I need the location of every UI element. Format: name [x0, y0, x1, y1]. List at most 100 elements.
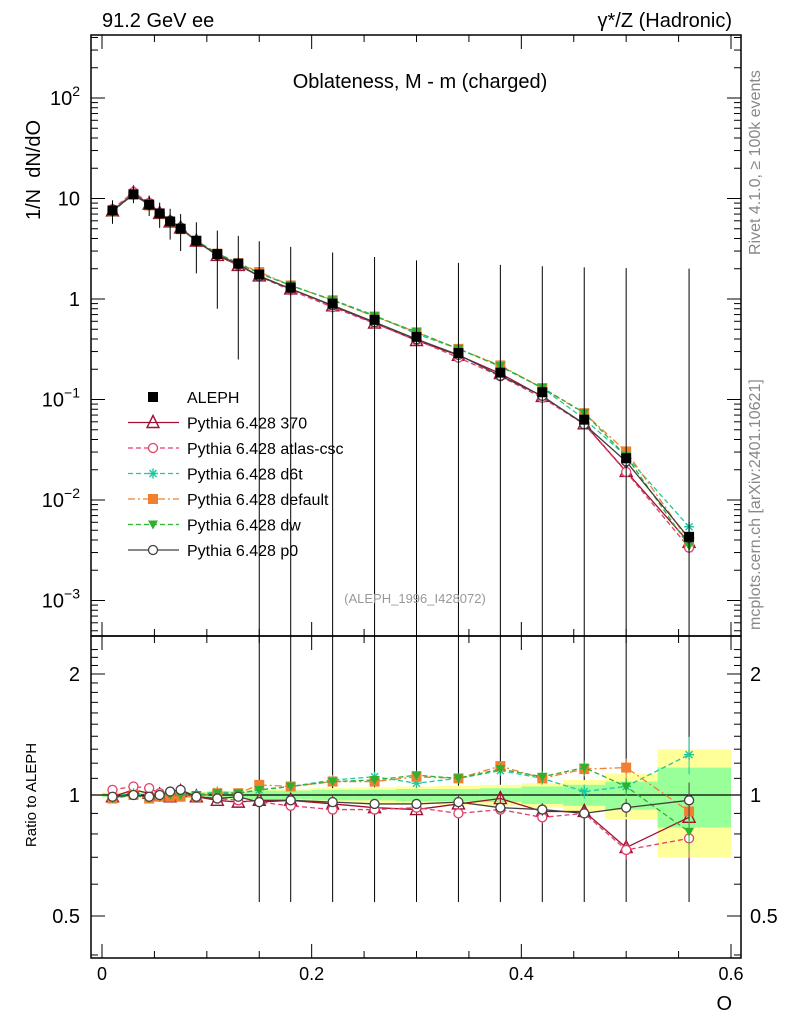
legend-marker — [145, 413, 161, 429]
data-point — [128, 189, 139, 200]
data-point — [175, 223, 186, 234]
ratio-point — [537, 804, 548, 815]
ratio-plot: 0 0.2 0.4 0.6 0.5 0.5 1 1 2 2 Ratio to ALEPH O — [23, 635, 778, 1015]
data-point — [411, 331, 422, 342]
ratio-tick-label: 1 — [69, 785, 80, 807]
y-tick-label: 10−3 — [42, 586, 80, 613]
y-tick-label: 102 — [50, 83, 80, 110]
data-point — [579, 414, 590, 425]
x-tick-label: 0.6 — [718, 964, 743, 984]
legend-marker — [148, 392, 158, 402]
data-point — [495, 367, 506, 378]
ratio-point — [495, 765, 506, 775]
ratio-point — [579, 808, 590, 819]
legend-label: Pythia 6.428 atlas-csc — [187, 441, 344, 458]
legend-entry: Pythia 6.428 370 — [128, 413, 307, 433]
ratio-point — [212, 793, 223, 804]
legend-entry: Pythia 6.428 p0 — [128, 543, 298, 560]
legend-label: Pythia 6.428 370 — [187, 416, 307, 433]
legend-marker — [148, 494, 158, 504]
ratio-point — [537, 772, 548, 782]
ratio-point — [621, 762, 632, 773]
data-point — [285, 282, 296, 293]
ratio-point — [175, 784, 186, 795]
legend-label: Pythia 6.428 p0 — [187, 543, 298, 560]
legend-label: ALEPH — [187, 390, 239, 407]
ratio-point — [254, 785, 265, 795]
data-point — [621, 453, 632, 464]
ratio-point — [144, 783, 155, 794]
ratio-axis-label: Ratio to ALEPH — [23, 743, 40, 847]
legend-entry: Pythia 6.428 d6t — [128, 467, 303, 484]
ratio-point — [621, 782, 632, 792]
ratio-point — [191, 791, 202, 802]
ratio-point — [453, 796, 464, 808]
data-point — [154, 208, 165, 219]
data-point — [684, 531, 695, 542]
ratio-tick-label-right: 2 — [750, 664, 761, 686]
x-tick-label: 0.4 — [509, 964, 534, 984]
y-tick-label: 10−1 — [42, 385, 80, 412]
y-axis-label: 1/N dN/dO — [23, 120, 45, 220]
data-point — [453, 348, 464, 359]
data-point — [369, 314, 380, 325]
ratio-point — [495, 802, 506, 813]
ratio-point — [369, 798, 380, 810]
data-point — [212, 249, 223, 260]
ratio-point — [411, 798, 422, 810]
data-point — [254, 269, 265, 280]
ratio-tick-label-right: 0.5 — [750, 906, 778, 928]
main-plot: 10−3 10−2 10−1 1 10 102 Oblateness, M - m (ch… — [23, 34, 742, 902]
ratio-point — [579, 763, 590, 773]
analysis-tag: (ALEPH_1996_I428072) — [344, 591, 486, 606]
side-label-bottom: mcplots.cern.ch [arXiv:2401.10621] — [747, 379, 764, 630]
ratio-point — [684, 827, 695, 837]
ratio-point — [164, 786, 176, 797]
x-tick-label: 0 — [97, 964, 107, 984]
y-tick-label: 10 — [58, 189, 80, 211]
legend-label: Pythia 6.428 default — [187, 492, 329, 509]
x-axis-label: O — [716, 993, 732, 1015]
legend-label: Pythia 6.428 dw — [187, 518, 301, 535]
legend-entry: Pythia 6.428 default — [128, 492, 329, 509]
header-right: γ*/Z (Hadronic) — [598, 10, 732, 32]
ratio-point — [621, 802, 632, 813]
series-line — [112, 193, 690, 547]
ratio-tick-label-right: 1 — [750, 785, 761, 807]
header-left: 91.2 GeV ee — [102, 10, 214, 32]
data-point — [191, 235, 202, 246]
ratio-point — [327, 796, 338, 808]
data-point — [537, 387, 548, 398]
ratio-point — [254, 779, 265, 790]
ratio-point — [369, 775, 380, 785]
ratio-point — [107, 791, 118, 802]
legend-marker — [147, 544, 159, 556]
data-point — [327, 298, 338, 309]
ratio-point — [684, 749, 695, 760]
ratio-point — [453, 774, 464, 784]
legend-marker — [148, 468, 158, 479]
data-point — [233, 258, 244, 269]
ratio-point — [285, 782, 296, 792]
ratio-point — [579, 786, 590, 797]
ratio-point — [154, 789, 165, 801]
legend: ALEPH Pythia 6.428 370 Pythia 6.428 atlas-… — [128, 390, 344, 560]
ratio-point — [411, 771, 422, 781]
data-point — [144, 199, 155, 210]
ratio-point — [621, 844, 632, 856]
ratio-point — [285, 795, 296, 806]
legend-entry: Pythia 6.428 dw — [128, 518, 301, 535]
side-label-top: Rivet 4.1.0, ≥ 100k events — [747, 70, 764, 255]
ratio-tick-label: 0.5 — [52, 906, 80, 928]
legend-marker — [147, 442, 159, 454]
y-tick-label: 10−2 — [42, 485, 80, 512]
ratio-tick-label: 2 — [69, 664, 80, 686]
y-tick-label: 1 — [69, 289, 80, 311]
ratio-point — [254, 796, 265, 808]
legend-entry: Pythia 6.428 atlas-csc — [128, 441, 344, 458]
ratio-point — [453, 808, 464, 819]
ratio-point — [128, 789, 139, 801]
data-point — [165, 216, 176, 227]
legend-label: Pythia 6.428 d6t — [187, 467, 303, 484]
